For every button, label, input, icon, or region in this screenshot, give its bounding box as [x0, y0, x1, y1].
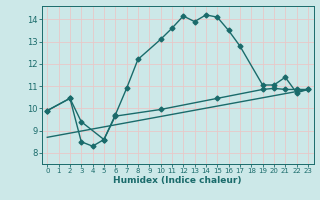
X-axis label: Humidex (Indice chaleur): Humidex (Indice chaleur)	[113, 176, 242, 185]
